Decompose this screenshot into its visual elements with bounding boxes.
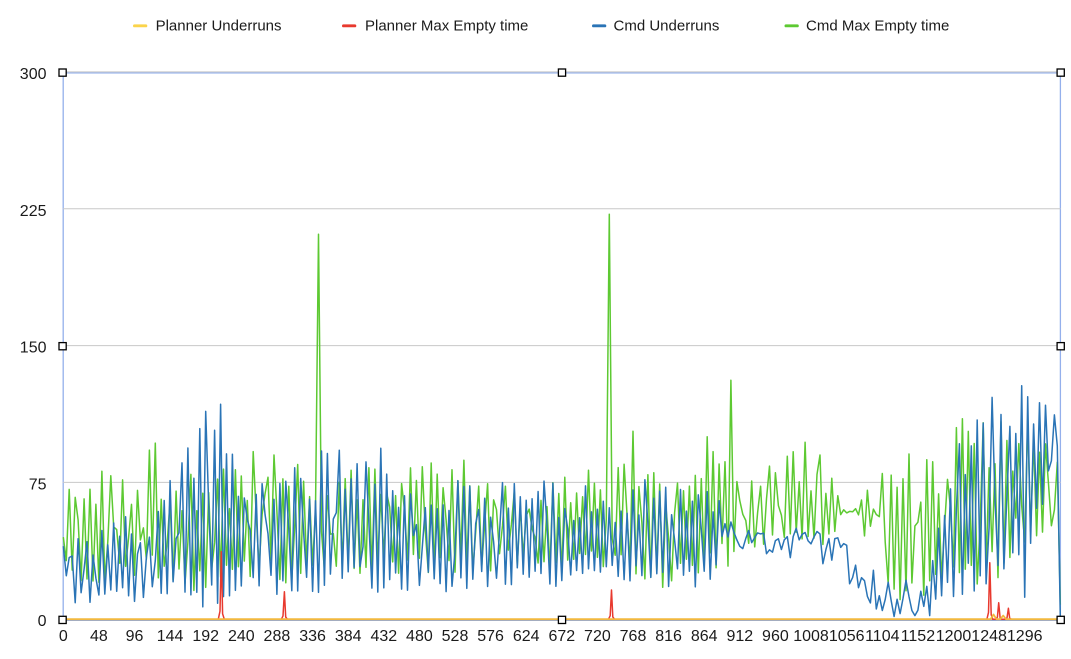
- svg-text:1200: 1200: [936, 628, 972, 645]
- svg-text:225: 225: [20, 203, 47, 220]
- svg-text:432: 432: [370, 628, 397, 645]
- svg-text:Planner Max Empty time: Planner Max Empty time: [365, 18, 528, 35]
- svg-text:384: 384: [335, 628, 362, 645]
- svg-text:576: 576: [477, 628, 504, 645]
- svg-text:528: 528: [442, 628, 469, 645]
- svg-text:288: 288: [264, 628, 291, 645]
- svg-text:150: 150: [20, 340, 47, 357]
- svg-text:0: 0: [59, 628, 68, 645]
- svg-text:144: 144: [157, 628, 184, 645]
- svg-text:1056: 1056: [829, 628, 865, 645]
- svg-text:912: 912: [726, 628, 753, 645]
- svg-text:Cmd Underruns: Cmd Underruns: [614, 18, 720, 35]
- svg-text:1104: 1104: [865, 628, 900, 645]
- svg-text:240: 240: [228, 628, 255, 645]
- svg-text:720: 720: [584, 628, 611, 645]
- svg-text:1248: 1248: [971, 628, 1007, 645]
- svg-text:48: 48: [90, 628, 108, 645]
- svg-text:75: 75: [29, 476, 47, 493]
- svg-text:1008: 1008: [793, 628, 829, 645]
- svg-text:300: 300: [20, 66, 47, 83]
- svg-text:192: 192: [192, 628, 219, 645]
- svg-text:Planner Underruns: Planner Underruns: [156, 18, 282, 35]
- svg-text:96: 96: [126, 628, 144, 645]
- svg-text:768: 768: [620, 628, 647, 645]
- svg-text:960: 960: [762, 628, 789, 645]
- svg-text:336: 336: [299, 628, 326, 645]
- svg-text:0: 0: [38, 613, 47, 630]
- svg-text:672: 672: [548, 628, 575, 645]
- svg-text:1296: 1296: [1007, 628, 1043, 645]
- svg-text:864: 864: [691, 628, 718, 645]
- svg-text:480: 480: [406, 628, 433, 645]
- svg-text:624: 624: [513, 628, 540, 645]
- svg-text:Cmd Max Empty time: Cmd Max Empty time: [806, 18, 949, 35]
- svg-text:1152: 1152: [901, 628, 936, 645]
- svg-text:816: 816: [655, 628, 682, 645]
